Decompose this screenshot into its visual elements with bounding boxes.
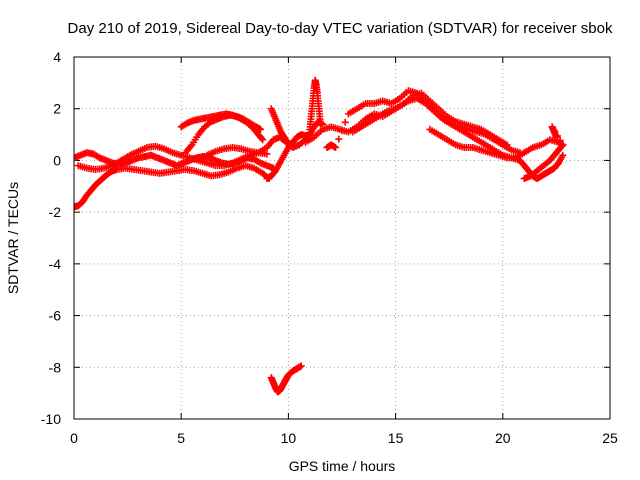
data-point <box>263 150 271 158</box>
plot-frame <box>73 56 611 420</box>
x-tick-label: 25 <box>602 430 618 446</box>
data-point <box>257 125 265 133</box>
y-tick-label: 0 <box>53 152 61 168</box>
y-tick-label: -10 <box>41 411 61 427</box>
data-marks <box>74 76 567 396</box>
y-tick-label: -6 <box>49 308 62 324</box>
series-arc-12 <box>349 89 511 149</box>
data-point <box>552 133 560 141</box>
y-tick-label: -4 <box>49 256 62 272</box>
x-axis-label: GPS time / hours <box>289 458 396 474</box>
data-point <box>559 141 567 149</box>
x-tick-label: 15 <box>388 430 404 446</box>
y-tick-label: 4 <box>53 49 61 65</box>
data-point <box>338 127 346 135</box>
data-point <box>341 118 349 126</box>
data-point <box>297 362 305 370</box>
series-arc-5 <box>177 110 267 144</box>
series-arc-3 <box>74 142 271 173</box>
series-arc-15 <box>520 123 567 183</box>
data-point <box>335 135 343 143</box>
series-arc-16 <box>267 362 305 396</box>
y-tick-labels: -10 -8 -6 -4 -2 0 2 4 <box>41 49 61 427</box>
axis-ticks <box>73 56 611 420</box>
data-point <box>332 144 340 151</box>
series-arc-9 <box>306 76 325 133</box>
data-point <box>556 136 564 144</box>
y-tick-label: -2 <box>49 204 62 220</box>
data-point <box>258 134 266 142</box>
data-point <box>558 142 566 150</box>
series-arc-11 <box>323 87 524 164</box>
data-point <box>559 151 567 159</box>
data-point <box>317 120 325 128</box>
x-tick-label: 5 <box>177 430 185 446</box>
chart-title: Day 210 of 2019, Sidereal Day-to-day VTE… <box>68 20 613 37</box>
series-arc-13 <box>426 125 567 162</box>
y-tick-label: 2 <box>53 101 61 117</box>
data-point <box>259 136 267 144</box>
x-tick-label: 0 <box>70 430 78 446</box>
y-axis-label: SDTVAR / TECUs <box>5 182 21 294</box>
x-tick-label: 10 <box>281 430 297 446</box>
grid-lines <box>74 57 610 419</box>
y-tick-label: -8 <box>49 359 62 375</box>
x-tick-labels: 0 5 10 15 20 25 <box>70 430 618 446</box>
x-tick-label: 20 <box>495 430 511 446</box>
data-point <box>503 141 511 149</box>
